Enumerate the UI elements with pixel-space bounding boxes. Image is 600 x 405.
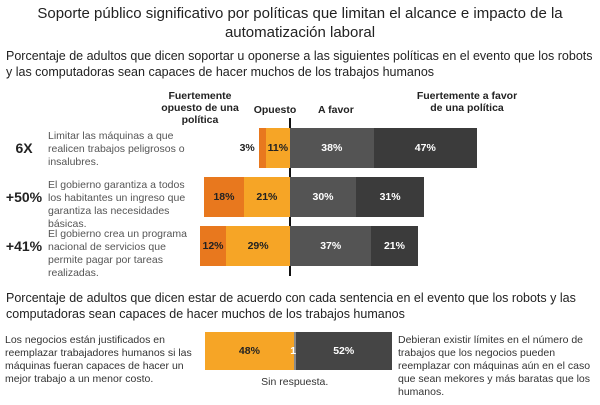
- chart-subtitle: Porcentaje de adultos que dicen soportar…: [6, 49, 593, 79]
- category-label: El gobierno garantiza a todos los habita…: [48, 179, 186, 230]
- bar-segment: [226, 226, 290, 266]
- value-label: 29%: [247, 240, 269, 252]
- value-label: 37%: [320, 240, 342, 252]
- value-label: 38%: [321, 142, 343, 154]
- row-label: +50%: [5, 189, 43, 205]
- category-label: El gobierno crea un programa nacional de…: [48, 228, 187, 279]
- legend-label: A favor: [318, 104, 354, 116]
- value-label: 3%: [239, 142, 255, 154]
- value-label: 21%: [383, 240, 405, 252]
- bar-segment: [371, 226, 418, 266]
- bar-segment: [293, 332, 296, 370]
- legend-label: Los negocios están justificados en reemp…: [5, 334, 192, 385]
- row-label: 6X: [15, 140, 33, 156]
- legend-label: Sin respuesta.: [261, 376, 329, 388]
- bar-segment: [290, 226, 372, 266]
- value-label: 48%: [238, 345, 260, 357]
- bar-segment: [204, 177, 244, 217]
- bar-segment: [265, 128, 290, 168]
- bar-segment: [295, 332, 392, 370]
- legend-label: Fuertemente opuesto de una política: [161, 90, 239, 126]
- value-label: 11%: [267, 142, 289, 154]
- row-label: +41%: [5, 238, 43, 254]
- bar-segment: [259, 128, 266, 168]
- bar-segment: [199, 226, 227, 266]
- value-label: 31%: [379, 191, 401, 203]
- bar-segment: [290, 177, 356, 217]
- legend-label: Debieran existir límites en el número de…: [398, 334, 591, 398]
- value-label: 12%: [202, 240, 224, 252]
- bar-segment: [205, 332, 294, 370]
- legend-label: Opuesto: [253, 104, 297, 116]
- bar-segment: [290, 128, 374, 168]
- bar-segment: [243, 177, 290, 217]
- value-label: 18%: [213, 191, 235, 203]
- category-label: Limitar las máquinas a que realicen trab…: [48, 130, 185, 168]
- bar-segment: [373, 128, 477, 168]
- value-label: 30%: [312, 191, 334, 203]
- chart-title: Soporte público significativo por políti…: [37, 5, 563, 41]
- legend-label: Fuertemente a favor de una política: [416, 90, 518, 114]
- value-label: 52%: [333, 345, 355, 357]
- bar-segment: [356, 177, 425, 217]
- value-label: 47%: [414, 142, 436, 154]
- value-label: 21%: [256, 191, 278, 203]
- chart-title: Porcentaje de adultos que dicen estar de…: [6, 291, 576, 321]
